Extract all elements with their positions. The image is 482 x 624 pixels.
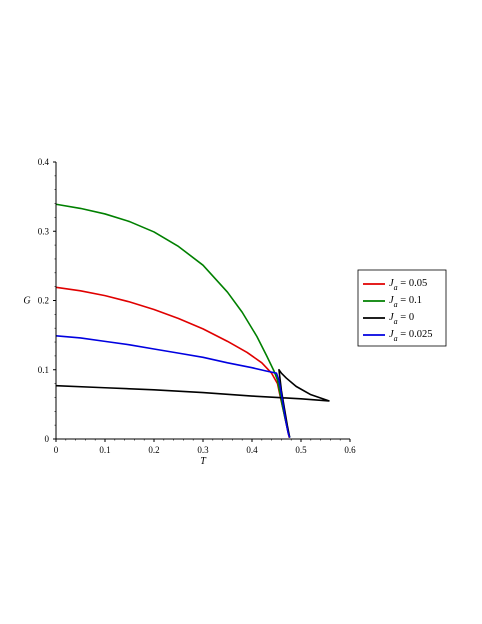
legend-entry: Ja = 0 bbox=[389, 312, 414, 326]
legend-entry: Ja = 0.025 bbox=[389, 329, 432, 343]
x-tick-label: 0 bbox=[54, 445, 59, 455]
x-tick-label: 0.5 bbox=[295, 445, 307, 455]
legend-entry: Ja = 0.1 bbox=[389, 295, 422, 309]
x-axis: 0 0.1 0.2 0.3 0.4 0.5 0.6 bbox=[54, 438, 356, 455]
legend: Ja = 0.05 Ja = 0.1 Ja = 0 Ja = 0.025 bbox=[357, 269, 447, 347]
x-tick-label: 0.1 bbox=[99, 445, 110, 455]
y-tick-label: 0.4 bbox=[38, 157, 50, 167]
x-tick-label: 0.2 bbox=[148, 445, 159, 455]
plot-area bbox=[55, 203, 330, 438]
series-line-0 bbox=[55, 286, 291, 438]
y-tick-label: 0.3 bbox=[38, 226, 50, 236]
x-tick-label: 0.3 bbox=[197, 445, 209, 455]
series-line-3 bbox=[55, 335, 291, 438]
y-axis: 0 0.1 0.2 0.3 0.4 bbox=[38, 157, 57, 444]
series-line-2 bbox=[55, 368, 330, 438]
x-tick-label: 0.6 bbox=[344, 445, 356, 455]
series-line-1 bbox=[55, 203, 291, 438]
x-tick-label: 0.4 bbox=[246, 445, 258, 455]
x-axis-label: T bbox=[200, 456, 207, 467]
legend-entry: Ja = 0.05 bbox=[389, 278, 427, 292]
y-axis-label: G bbox=[23, 296, 30, 307]
y-tick-label: 0.1 bbox=[38, 365, 49, 375]
legend-box bbox=[357, 269, 447, 347]
y-tick-label: 0 bbox=[45, 434, 50, 444]
y-tick-label: 0.2 bbox=[38, 296, 49, 306]
